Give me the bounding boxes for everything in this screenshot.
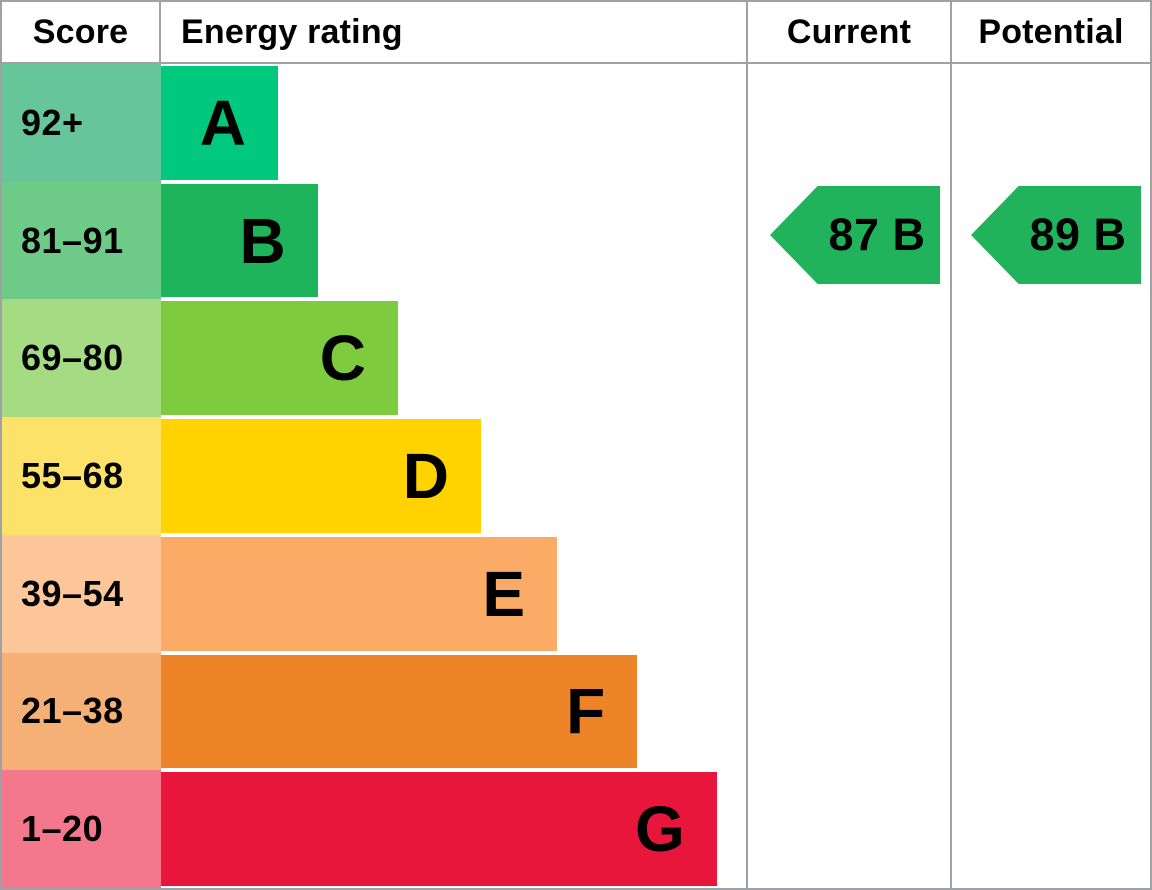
score-cell-c: 69–80 [2,299,161,418]
rating-bar-e: E [161,536,558,651]
band-row-b: 81–91 B [2,181,746,300]
band-row-d: 55–68 D [2,417,746,535]
potential-rating-value: 89 B [1029,209,1127,260]
score-cell-a: 92+ [2,64,161,182]
current-column: Current 87 B [746,2,950,888]
rating-bar-g: G [161,772,717,887]
score-cell-e: 39–54 [2,534,161,653]
score-range-d: 55–68 [21,455,124,497]
score-header-label: Score [32,12,129,51]
potential-header-label: Potential [978,12,1124,51]
score-range-a: 92+ [21,101,84,143]
rating-letter-f: F [566,675,606,748]
left-header-row: Score Energy rating [2,2,746,64]
band-row-a: 92+ A [2,64,746,182]
current-arrow-zone: 87 B [748,64,950,888]
bar-area-a: A [161,64,746,182]
bar-area-d: D [161,417,746,535]
rating-bar-c: C [161,301,398,416]
potential-arrow-zone: 89 B [952,64,1150,888]
energy-rating-column-header: Energy rating [161,2,746,62]
score-range-g: 1–20 [21,808,104,850]
band-row-e: 39–54 E [2,534,746,653]
score-range-c: 69–80 [21,337,124,379]
score-cell-g: 1–20 [2,770,161,889]
current-rating-arrow-icon: 87 B [770,186,940,284]
rating-bar-b: B [161,183,318,298]
rating-letter-c: C [319,322,366,395]
score-column-header: Score [2,2,161,62]
current-rating-value: 87 B [828,209,926,260]
score-cell-f: 21–38 [2,652,161,771]
bar-area-f: F [161,653,746,771]
rating-letter-a: A [199,86,246,159]
current-header-label: Current [786,12,912,51]
score-cell-d: 55–68 [2,417,161,535]
bar-area-b: B [161,182,746,300]
rating-bar-f: F [161,654,638,769]
rating-bar-d: D [161,419,481,533]
band-row-c: 69–80 C [2,299,746,418]
energy-rating-header-label: Energy rating [181,12,403,51]
band-row-g: 1–20 G [2,770,746,889]
score-range-f: 21–38 [21,690,124,732]
rating-letter-d: D [402,440,449,513]
band-row-f: 21–38 F [2,652,746,771]
score-cell-b: 81–91 [2,181,161,300]
bar-area-g: G [161,770,746,888]
score-range-b: 81–91 [21,219,124,261]
score-range-e: 39–54 [21,572,124,614]
current-column-header: Current [748,2,950,64]
rating-letter-b: B [239,204,286,277]
potential-column-header: Potential [952,2,1150,64]
rating-bar-a: A [161,66,278,180]
rating-columns: Score Energy rating 92+ A 81–91 [2,2,746,889]
potential-rating-arrow-icon: 89 B [971,186,1141,284]
bar-area-e: E [161,535,746,653]
rating-bands: 92+ A 81–91 B [2,64,746,889]
potential-column: Potential 89 B [950,2,1150,888]
rating-letter-g: G [634,793,685,866]
bar-area-c: C [161,299,746,417]
rating-letter-e: E [482,557,526,630]
